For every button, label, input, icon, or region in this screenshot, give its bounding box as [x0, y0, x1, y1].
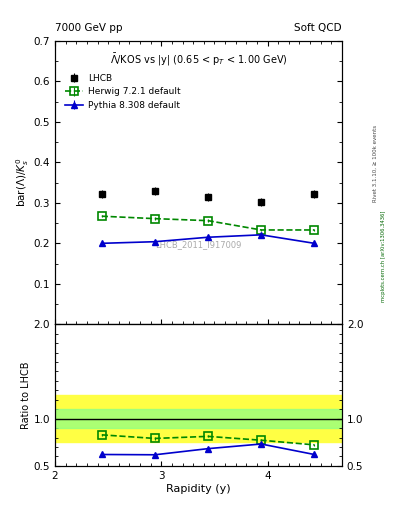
Bar	[55, 409, 342, 428]
Text: 7000 GeV pp: 7000 GeV pp	[55, 23, 123, 33]
Text: LHCB_2011_I917009: LHCB_2011_I917009	[155, 241, 242, 249]
Text: Rivet 3.1.10, ≥ 100k events: Rivet 3.1.10, ≥ 100k events	[373, 125, 378, 202]
Bar	[55, 395, 342, 442]
Text: Soft QCD: Soft QCD	[294, 23, 342, 33]
Text: mcplots.cern.ch [arXiv:1306.3436]: mcplots.cern.ch [arXiv:1306.3436]	[381, 210, 386, 302]
Y-axis label: Ratio to LHCB: Ratio to LHCB	[21, 361, 31, 429]
Y-axis label: bar($\Lambda$)/$K^0_s$: bar($\Lambda$)/$K^0_s$	[14, 158, 31, 207]
Text: $\bar{\Lambda}$/KOS vs |y| (0.65 < p$_T$ < 1.00 GeV): $\bar{\Lambda}$/KOS vs |y| (0.65 < p$_T$…	[110, 52, 287, 68]
X-axis label: Rapidity (y): Rapidity (y)	[166, 483, 231, 494]
Legend: LHCB, Herwig 7.2.1 default, Pythia 8.308 default: LHCB, Herwig 7.2.1 default, Pythia 8.308…	[62, 71, 183, 113]
